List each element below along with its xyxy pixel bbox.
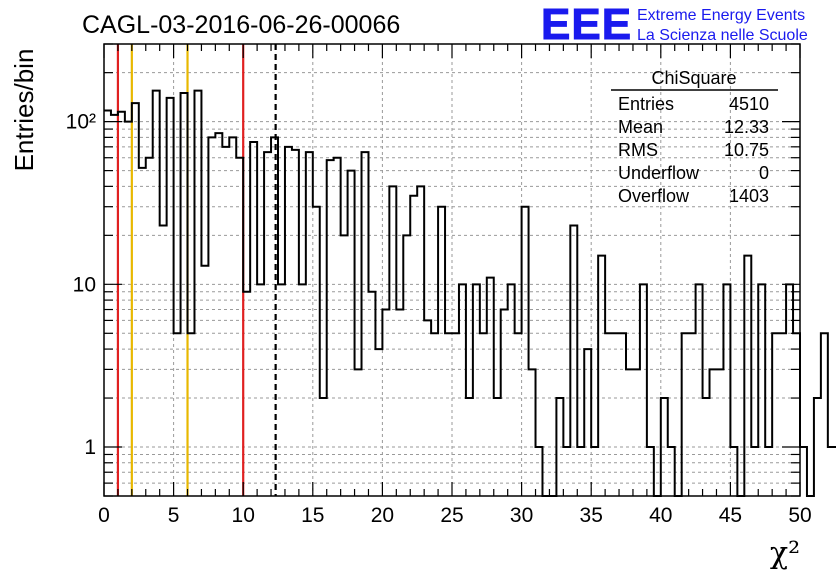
stats-value: 0 bbox=[759, 163, 769, 183]
stats-value: 1403 bbox=[729, 186, 769, 206]
x-tick-label: 10 bbox=[232, 504, 255, 527]
x-tick-label: 15 bbox=[301, 504, 324, 527]
y-axis-label: Entries/bin bbox=[9, 49, 39, 172]
stats-value: 4510 bbox=[729, 94, 769, 114]
histogram-bars bbox=[104, 89, 836, 497]
stats-label: Mean bbox=[618, 117, 663, 137]
x-tick-label: 0 bbox=[98, 504, 110, 527]
eee-logo: EEE Extreme Energy Events La Scienza nel… bbox=[541, 0, 808, 50]
grid-lines bbox=[104, 43, 800, 497]
stats-value: 12.33 bbox=[724, 117, 769, 137]
stats-title: ChiSquare bbox=[651, 68, 736, 88]
stats-label: Underflow bbox=[618, 163, 700, 183]
logo-line1: Extreme Energy Events bbox=[637, 7, 805, 24]
x-tick-label: 20 bbox=[371, 504, 394, 527]
axis-ticks: 0 5 10 15 20 25 30 35 40 45 50 1 10 10² bbox=[66, 43, 812, 527]
x-tick-label: 50 bbox=[788, 504, 811, 527]
stats-box: ChiSquare Entries 4510 Mean 12.33 RMS 10.75 Un… bbox=[611, 68, 778, 206]
y-tick-label: 1 bbox=[84, 436, 96, 459]
stats-label: Entries bbox=[618, 94, 674, 114]
x-tick-label: 25 bbox=[440, 504, 463, 527]
chart-title: CAGL-03-2016-06-26-00066 bbox=[82, 11, 400, 39]
stats-label: Overflow bbox=[618, 186, 690, 206]
x-tick-label: 30 bbox=[510, 504, 533, 527]
x-tick-label: 40 bbox=[649, 504, 672, 527]
y-tick-label: 10 bbox=[73, 273, 96, 296]
x-axis-label: χ² bbox=[770, 536, 800, 571]
x-tick-label: 45 bbox=[719, 504, 742, 527]
threshold-lines bbox=[116, 44, 277, 496]
logo-line2: La Scienza nelle Scuole bbox=[637, 27, 808, 44]
logo-mark: EEE bbox=[541, 0, 632, 49]
stats-value: 10.75 bbox=[724, 140, 769, 160]
x-tick-label: 35 bbox=[580, 504, 603, 527]
y-tick-label: 10² bbox=[66, 111, 96, 134]
histogram-outline bbox=[104, 89, 836, 497]
x-tick-label: 5 bbox=[168, 504, 180, 527]
stats-label: RMS bbox=[618, 140, 658, 160]
